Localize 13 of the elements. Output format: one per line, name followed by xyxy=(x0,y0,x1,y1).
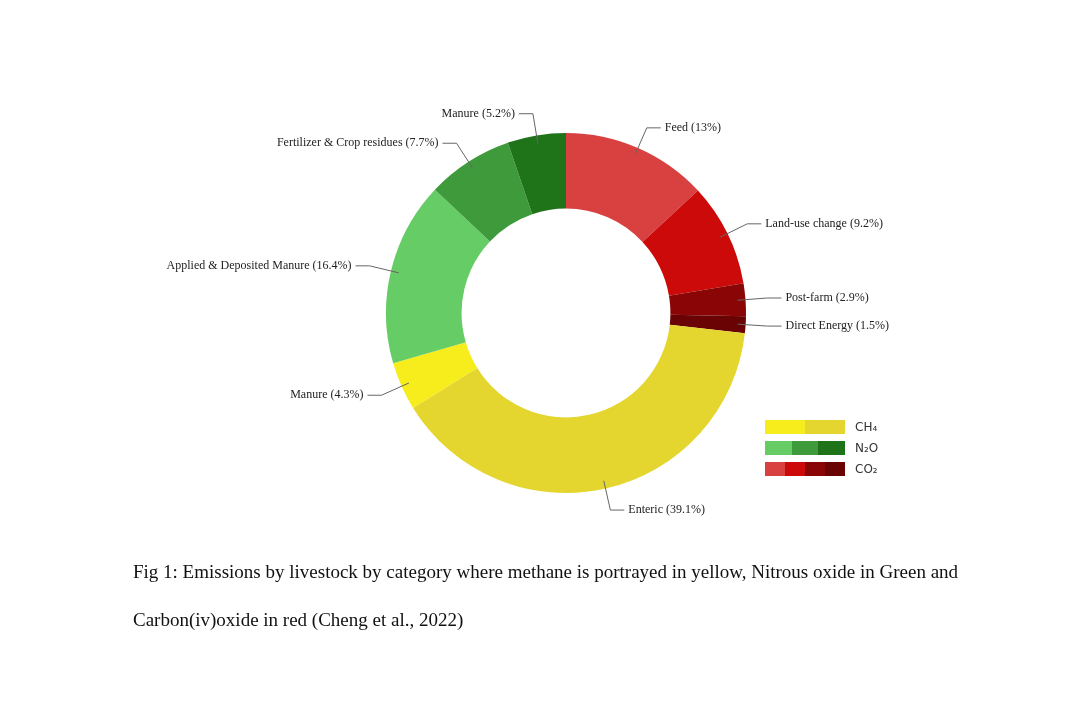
slice-label: Fertilizer & Crop residues (7.7%) xyxy=(276,135,439,150)
slice-label: Manure (5.2%) xyxy=(441,105,515,120)
slice-label: Post-farm (2.9%) xyxy=(785,290,869,305)
slice-label: Land-use change (9.2%) xyxy=(765,215,883,230)
text: CO₂ xyxy=(855,461,878,476)
slice-label: Enteric (39.1%) xyxy=(628,502,706,517)
slice-label: Feed (13%) xyxy=(664,120,722,134)
text: CH₄ xyxy=(855,419,878,434)
text: N₂O xyxy=(855,440,879,455)
slice-label: Manure (4.3%) xyxy=(290,387,364,402)
text: Fig 1: Emissions by livestock by category where methane is portrayed in yellow, Nitrous oxide in Green and Carbon(iv)oxide in red (Cheng et al., 2022) xyxy=(133,561,959,630)
slice-label: Direct Energy (1.5%) xyxy=(785,318,889,333)
slice-label: Applied & Deposited Manure (16.4%) xyxy=(166,257,352,272)
